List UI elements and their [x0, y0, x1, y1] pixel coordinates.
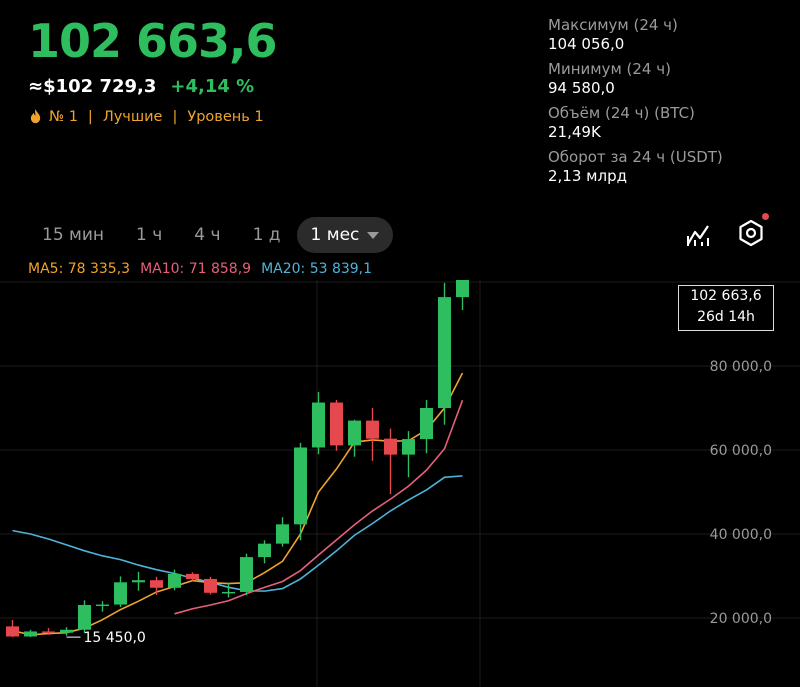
- ma20-label: MA20: 53 839,1: [261, 261, 373, 277]
- candle-body: [186, 573, 199, 579]
- rank-row[interactable]: № 1 | Лучшие | Уровень 1: [28, 108, 264, 125]
- stat-turnover: Оборот за 24 ч (USDT) 2,13 млрд: [548, 148, 723, 186]
- y-tick-label: 60 000,0: [710, 443, 772, 459]
- low-marker-label: 15 450,0: [84, 630, 146, 646]
- stats-panel: Максимум (24 ч) 104 056,0 Минимум (24 ч)…: [548, 16, 723, 192]
- stat-low: Минимум (24 ч) 94 580,0: [548, 60, 723, 98]
- ma20-line: [12, 475, 463, 592]
- stat-value: 94 580,0: [548, 79, 615, 97]
- candle-body: [96, 604, 109, 607]
- price-change: +4,14 %: [170, 76, 255, 97]
- y-tick-label: 20 000,0: [710, 611, 772, 627]
- candle-body: [132, 580, 145, 583]
- current-price-label: 102 663,6: [690, 288, 762, 304]
- ma10-label: MA10: 71 858,9: [140, 261, 252, 277]
- tab-15m[interactable]: 15 мин: [42, 225, 105, 245]
- ma10-line: [174, 399, 464, 615]
- separator: |: [87, 108, 93, 125]
- timeframe-tabs: 15 мин 1 ч 4 ч 1 д 1 мес: [28, 216, 394, 254]
- candlestick-chart[interactable]: 20 000,040 000,060 000,080 000,0104 056,…: [0, 280, 800, 687]
- candle-body: [276, 524, 289, 544]
- y-tick-label: 40 000,0: [710, 527, 772, 543]
- candle-body: [294, 447, 307, 525]
- stat-value: 104 056,0: [548, 35, 625, 53]
- stat-label: Оборот за 24 ч (USDT): [548, 148, 723, 166]
- candle-countdown: 26d 14h: [697, 309, 755, 325]
- candle-body: [420, 408, 433, 440]
- candle-body: [312, 402, 325, 448]
- candle-body: [60, 629, 73, 633]
- candle-body: [402, 439, 415, 455]
- rank-label: № 1: [49, 108, 78, 125]
- candle-body: [6, 626, 19, 637]
- tab-1h[interactable]: 1 ч: [136, 225, 163, 245]
- candle-body: [348, 420, 361, 446]
- candle-body: [78, 604, 91, 630]
- y-tick-label: 80 000,0: [710, 359, 772, 375]
- notification-dot: [762, 213, 769, 220]
- tab-1mo-label: 1 мес: [310, 225, 360, 245]
- stat-value: 21,49K: [548, 123, 601, 141]
- ma5-line: [12, 372, 464, 636]
- stat-label: Объём (24 ч) (BTC): [548, 104, 695, 122]
- tab-4h[interactable]: 4 ч: [194, 225, 221, 245]
- chevron-down-icon: [367, 231, 380, 239]
- candle-body: [24, 631, 37, 637]
- candle-body: [438, 297, 451, 408]
- candle-body: [168, 573, 181, 588]
- candle-body: [42, 631, 55, 633]
- candle-body: [114, 582, 127, 605]
- tag-level[interactable]: Уровень 1: [187, 108, 264, 125]
- chart-indicator-icon[interactable]: [684, 220, 712, 248]
- candle-body: [366, 420, 379, 439]
- candle-body: [456, 280, 469, 298]
- ma-legend: MA5: 78 335,3 MA10: 71 858,9 MA20: 53 83…: [28, 261, 372, 277]
- candle-body: [222, 591, 235, 594]
- candle-body: [204, 578, 217, 593]
- tab-1mo[interactable]: 1 мес: [296, 217, 394, 253]
- stat-label: Максимум (24 ч): [548, 16, 678, 34]
- ma5-label: MA5: 78 335,3: [28, 261, 131, 277]
- candle-body: [258, 543, 271, 558]
- candle-body: [240, 557, 253, 592]
- candle-body: [384, 438, 397, 455]
- separator: |: [172, 108, 178, 125]
- current-price-box: 102 663,6 26d 14h: [678, 285, 774, 331]
- current-price: 102 663,6: [28, 14, 278, 68]
- stat-high: Максимум (24 ч) 104 056,0: [548, 16, 723, 54]
- tag-best[interactable]: Лучшие: [102, 108, 163, 125]
- stat-label: Минимум (24 ч): [548, 60, 671, 78]
- candle-body: [150, 580, 163, 588]
- usd-price: ≈$102 729,3: [28, 76, 157, 97]
- tab-1d[interactable]: 1 д: [252, 225, 281, 245]
- stat-value: 2,13 млрд: [548, 167, 627, 185]
- price-sub-row: ≈$102 729,3 +4,14 %: [28, 76, 254, 97]
- settings-hexagon-icon[interactable]: [736, 218, 766, 248]
- fire-icon: [30, 109, 41, 124]
- candle-body: [330, 402, 343, 446]
- stat-volume: Объём (24 ч) (BTC) 21,49K: [548, 104, 723, 142]
